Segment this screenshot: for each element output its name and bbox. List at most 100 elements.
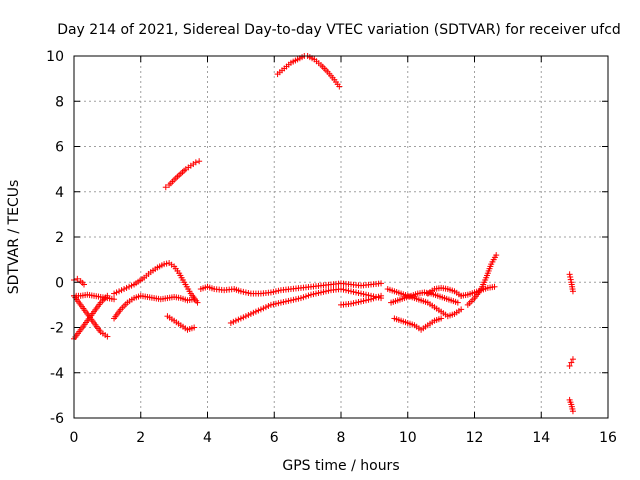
data-point: [363, 291, 370, 298]
data-point: [270, 301, 277, 308]
data-point: [232, 317, 239, 324]
data-point: [338, 286, 344, 293]
data-point: [128, 282, 135, 289]
data-point: [355, 299, 362, 306]
x-tick-label: 2: [136, 430, 145, 446]
data-point: [566, 271, 573, 278]
data-point: [567, 273, 574, 280]
data-point: [343, 287, 350, 294]
y-tick-label: 2: [55, 230, 64, 246]
data-point: [307, 291, 314, 298]
data-point: [267, 301, 274, 308]
data-point: [257, 306, 264, 313]
data-point: [566, 362, 573, 369]
data-point: [297, 295, 304, 302]
data-point: [123, 284, 130, 291]
data-point: [237, 315, 244, 322]
axis-ticks: 0 2 4 6 8 10 12 14 16 -6 -4 -2 0 2 4 6 8 10: [46, 49, 617, 446]
data-point: [360, 291, 367, 298]
data-point: [370, 295, 377, 302]
data-point: [267, 289, 274, 296]
data-point: [310, 291, 317, 298]
data-point: [378, 280, 385, 287]
data-point: [280, 299, 287, 306]
data-point: [240, 314, 247, 321]
data-point: [365, 296, 372, 303]
y-tick-label: -2: [50, 321, 64, 337]
data-point: [353, 289, 360, 296]
data-point: [126, 283, 133, 290]
data-point: [360, 297, 367, 304]
data-point: [350, 288, 357, 295]
data-point: [292, 296, 299, 303]
data-point: [161, 261, 168, 268]
data-point: [272, 288, 279, 295]
x-tick-label: 8: [337, 430, 346, 446]
data-point: [320, 288, 327, 295]
y-tick-label: -6: [50, 411, 64, 427]
data-point: [240, 288, 247, 295]
data-point: [569, 408, 576, 415]
data-point: [235, 316, 242, 323]
data-point: [121, 286, 128, 293]
data-point: [493, 252, 500, 259]
data-point: [353, 299, 360, 306]
x-tick-label: 12: [466, 430, 484, 446]
data-point: [368, 296, 375, 303]
y-tick-label: 4: [55, 185, 64, 201]
data-point: [265, 303, 272, 310]
data-point: [275, 300, 282, 307]
data-point: [116, 288, 123, 295]
data-point: [317, 289, 324, 296]
data-point: [285, 297, 292, 304]
data-point: [262, 304, 269, 311]
data-point: [348, 288, 355, 295]
data-point: [118, 287, 125, 294]
data-point: [355, 289, 362, 296]
data-point: [302, 293, 309, 300]
y-tick-label: 10: [46, 49, 64, 65]
data-point: [242, 289, 249, 296]
data-point: [81, 281, 88, 288]
data-point: [336, 83, 343, 90]
data-point: [373, 294, 380, 301]
x-tick-label: 14: [532, 430, 550, 446]
y-tick-label: 8: [55, 94, 64, 110]
y-tick-label: -4: [50, 366, 64, 382]
data-point: [252, 308, 259, 315]
data-point: [438, 315, 445, 322]
chart-title: Day 214 of 2021, Sidereal Day-to-day VTE…: [57, 22, 621, 38]
data-point: [300, 294, 307, 301]
x-tick-label: 6: [270, 430, 279, 446]
x-tick-label: 0: [70, 430, 79, 446]
data-point: [162, 184, 169, 191]
x-tick-label: 10: [399, 430, 417, 446]
data-point: [255, 307, 262, 314]
data-point: [358, 298, 365, 305]
data-point: [363, 297, 370, 304]
data-point: [230, 318, 237, 325]
x-tick-label: 16: [599, 430, 617, 446]
data-point: [350, 300, 357, 307]
data-point: [227, 319, 234, 326]
data-point: [270, 288, 277, 295]
data-point: [567, 276, 574, 283]
data-point: [196, 158, 203, 165]
data-point: [345, 287, 352, 294]
data-point: [245, 312, 252, 319]
data-point: [111, 296, 118, 303]
data-point: [312, 290, 319, 297]
data-point: [325, 287, 332, 294]
data-point: [568, 359, 575, 366]
data-point: [569, 288, 576, 295]
data-point: [275, 287, 282, 294]
data-point: [458, 306, 465, 313]
data-point: [163, 260, 170, 267]
data-point: [113, 289, 120, 296]
data-point: [491, 283, 498, 290]
data-point: [272, 300, 279, 307]
data-point: [194, 299, 201, 306]
data-point: [277, 299, 284, 306]
data-point: [322, 288, 329, 295]
